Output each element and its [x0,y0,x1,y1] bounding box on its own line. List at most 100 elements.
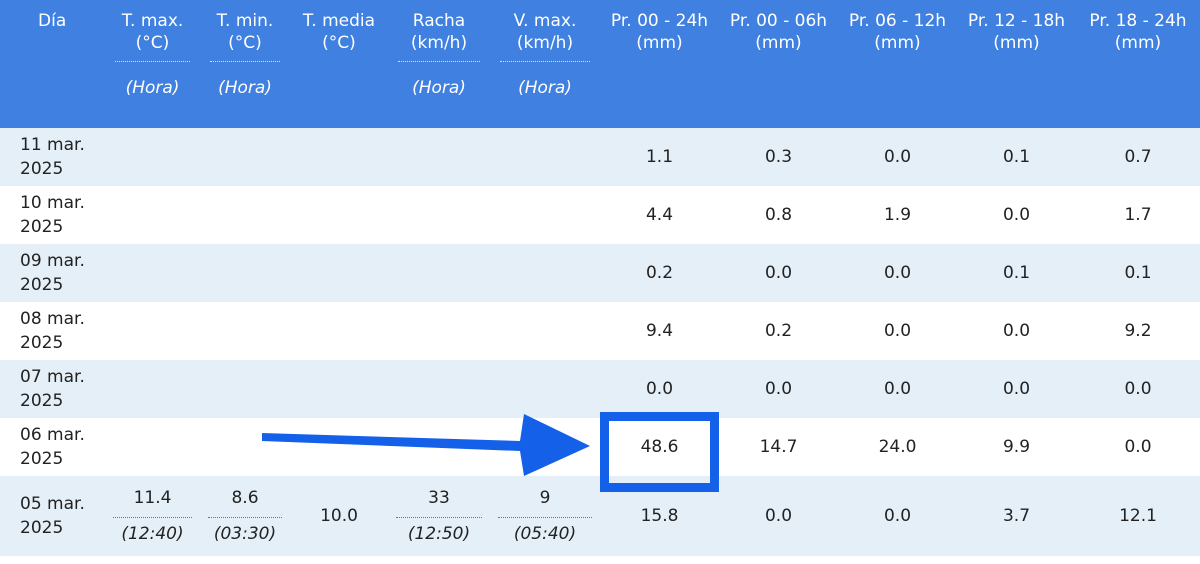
cell-vmax: 9 (05:40) [490,476,600,556]
cell-pr0612: 0.0 [838,476,957,556]
cell-pr1218: 0.0 [957,360,1076,418]
cell-pr1218: 0.0 [957,186,1076,244]
cell-pr1218: 0.1 [957,244,1076,302]
date-year: 2025 [20,159,64,179]
header-divider [398,61,480,62]
header-vmax[interactable]: V. max. (km/h) (Hora) [490,0,600,128]
cell-dia: 11 mar. 2025 [0,128,105,186]
header-pr0612[interactable]: Pr. 06 - 12h (mm) [838,0,957,128]
date-day: 07 mar. [20,367,85,387]
cell-racha [388,302,490,360]
cell-tmax [105,186,200,244]
cell-tmin [200,128,290,186]
cell-pr1824: 9.2 [1076,302,1200,360]
cell-pr0006: 0.3 [719,128,838,186]
header-label: Pr. 06 - 12h [848,11,947,31]
header-unit: (mm) [1114,33,1162,53]
header-racha[interactable]: Racha (km/h) (Hora) [388,0,490,128]
cell-pr0612: 0.0 [838,302,957,360]
header-unit: (mm) [874,33,921,53]
cell-vmax [490,418,600,476]
cell-tmedia [290,302,388,360]
cell-dia: 08 mar. 2025 [0,302,105,360]
header-unit: (°C) [322,33,356,53]
cell-pr0612: 1.9 [838,186,957,244]
table-row: 10 mar. 2025 4.4 0.8 1.9 0.0 1.7 [0,186,1200,244]
cell-tmin [200,418,290,476]
date-year: 2025 [20,333,64,353]
cell-pr1824: 0.0 [1076,418,1200,476]
date-day: 06 mar. [20,425,85,445]
cell-vmax [490,360,600,418]
header-pr0006[interactable]: Pr. 00 - 06h (mm) [719,0,838,128]
table-row: 05 mar. 2025 11.4 (12:40) 8.6 (03:30) 10.… [0,476,1200,556]
cell-pr0024: 0.2 [600,244,719,302]
cell-tmedia [290,244,388,302]
racha-value: 33 [428,488,450,508]
cell-pr0612: 24.0 [838,418,957,476]
table-row: 11 mar. 2025 1.1 0.3 0.0 0.1 0.7 [0,128,1200,186]
tmax-value: 11.4 [133,488,172,508]
cell-pr1218: 9.9 [957,418,1076,476]
cell-pr0612: 0.0 [838,360,957,418]
header-tmin[interactable]: T. min. (°C) (Hora) [200,0,290,128]
cell-vmax [490,186,600,244]
cell-tmax [105,128,200,186]
cell-pr0006: 0.0 [719,360,838,418]
header-unit: (mm) [755,33,802,53]
cell-tmax: 11.4 (12:40) [105,476,200,556]
cell-tmin [200,244,290,302]
header-label: V. max. [513,11,577,31]
cell-divider [208,517,282,518]
cell-dia: 05 mar. 2025 [0,476,105,556]
table-row: 07 mar. 2025 0.0 0.0 0.0 0.0 0.0 [0,360,1200,418]
vmax-hora: (05:40) [513,524,577,544]
cell-racha [388,186,490,244]
header-tmax[interactable]: T. max. (°C) (Hora) [105,0,200,128]
cell-pr0006: 0.0 [719,244,838,302]
table-row: 08 mar. 2025 9.4 0.2 0.0 0.0 9.2 [0,302,1200,360]
cell-tmedia [290,186,388,244]
header-unit: (mm) [993,33,1040,53]
cell-divider [113,517,192,518]
cell-tmin [200,186,290,244]
cell-racha: 33 (12:50) [388,476,490,556]
header-divider [115,61,190,62]
cell-racha [388,128,490,186]
header-label: Pr. 12 - 18h [967,11,1066,31]
date-year: 2025 [20,518,64,538]
date-day: 08 mar. [20,309,85,329]
date-year: 2025 [20,391,64,411]
header-label: T. media [302,11,376,31]
cell-pr1824: 12.1 [1076,476,1200,556]
header-label: Día [38,11,67,31]
table-row: 09 mar. 2025 0.2 0.0 0.0 0.1 0.1 [0,244,1200,302]
header-tmedia[interactable]: T. media (°C) [290,0,388,128]
cell-divider [396,517,482,518]
header-hora: (Hora) [518,78,572,98]
cell-vmax [490,128,600,186]
header-label: T. min. [216,11,274,31]
header-hora: (Hora) [218,78,272,98]
table-body: 11 mar. 2025 1.1 0.3 0.0 0.1 0.7 10 mar. 2… [0,128,1200,556]
date-day: 09 mar. [20,251,85,271]
cell-pr1218: 0.1 [957,128,1076,186]
header-divider [210,61,280,62]
cell-tmax [105,360,200,418]
cell-pr1824: 0.7 [1076,128,1200,186]
tmin-hora: (03:30) [213,524,277,544]
racha-hora: (12:50) [407,524,471,544]
header-pr0024[interactable]: Pr. 00 - 24h (mm) [600,0,719,128]
cell-pr0024: 1.1 [600,128,719,186]
tmax-hora: (12:40) [121,524,184,544]
header-dia[interactable]: Día [0,0,105,128]
date-year: 2025 [20,217,64,237]
tmin-value: 8.6 [231,488,259,508]
header-pr1824[interactable]: Pr. 18 - 24h (mm) [1076,0,1200,128]
cell-pr0006: 0.0 [719,476,838,556]
cell-tmax [105,418,200,476]
header-hora: (Hora) [125,78,180,98]
header-pr1218[interactable]: Pr. 12 - 18h (mm) [957,0,1076,128]
cell-vmax [490,302,600,360]
header-row: Día T. max. (°C) (Hora) T. min. (°C) (Ho… [0,0,1200,128]
